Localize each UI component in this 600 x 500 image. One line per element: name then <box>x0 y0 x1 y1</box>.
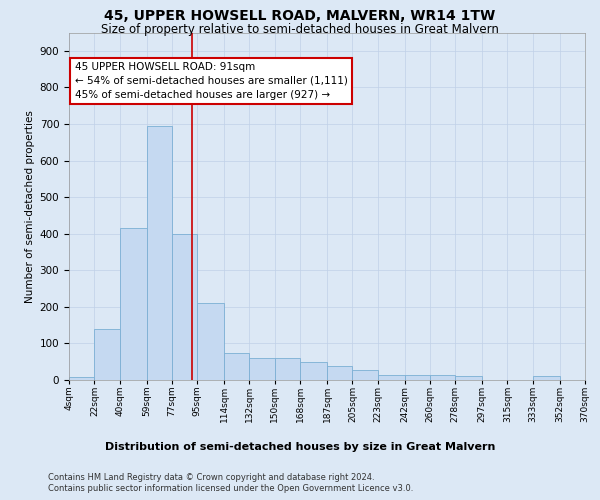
Bar <box>250 358 275 380</box>
Text: 45 UPPER HOWSELL ROAD: 91sqm
← 54% of semi-detached houses are smaller (1,111)
4: 45 UPPER HOWSELL ROAD: 91sqm ← 54% of se… <box>74 62 347 100</box>
Bar <box>275 358 300 380</box>
Bar <box>197 303 224 380</box>
Bar <box>533 376 560 380</box>
Bar <box>224 352 250 380</box>
Bar <box>378 374 404 380</box>
Bar <box>69 377 94 380</box>
Bar <box>94 329 120 380</box>
Bar <box>455 376 482 380</box>
Bar <box>146 126 172 380</box>
Y-axis label: Number of semi-detached properties: Number of semi-detached properties <box>25 110 35 302</box>
Bar <box>300 362 327 380</box>
Bar <box>327 366 352 380</box>
Text: Contains public sector information licensed under the Open Government Licence v3: Contains public sector information licen… <box>48 484 413 493</box>
Bar <box>404 374 430 380</box>
Text: Size of property relative to semi-detached houses in Great Malvern: Size of property relative to semi-detach… <box>101 22 499 36</box>
Bar <box>172 234 197 380</box>
Text: Contains HM Land Registry data © Crown copyright and database right 2024.: Contains HM Land Registry data © Crown c… <box>48 472 374 482</box>
Text: 45, UPPER HOWSELL ROAD, MALVERN, WR14 1TW: 45, UPPER HOWSELL ROAD, MALVERN, WR14 1T… <box>104 9 496 23</box>
Bar <box>120 228 146 380</box>
Bar <box>430 374 455 380</box>
Bar <box>352 370 378 380</box>
Text: Distribution of semi-detached houses by size in Great Malvern: Distribution of semi-detached houses by … <box>105 442 495 452</box>
